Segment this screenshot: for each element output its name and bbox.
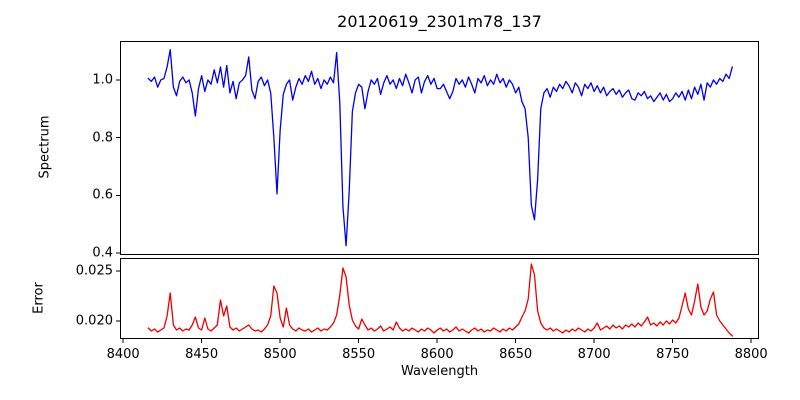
x-tick-label: 8650 — [499, 347, 533, 362]
spectrum-line — [147, 49, 733, 247]
x-tick-label: 8700 — [577, 347, 611, 362]
x-tick-label: 8750 — [656, 347, 690, 362]
x-tick-label: 8400 — [106, 347, 140, 362]
y-tick-label: 0.6 — [92, 187, 113, 203]
y-tick-label: 0.020 — [75, 313, 113, 329]
y-tick-label: 0.025 — [75, 263, 113, 279]
y-tick-label: 0.8 — [92, 130, 113, 146]
x-tick-label: 8800 — [734, 347, 768, 362]
x-tick-label: 8600 — [420, 347, 454, 362]
spectrum-y-axis-label: Spectrum — [37, 115, 53, 179]
bottom-panel-border — [120, 258, 759, 339]
plot-title: 20120619_2301m78_137 — [337, 12, 542, 31]
top-panel-border — [120, 41, 759, 255]
x-tick-label: 8500 — [263, 347, 297, 362]
error-y-axis-label: Error — [31, 282, 47, 314]
y-tick-label: 0.4 — [92, 245, 113, 261]
x-tick-label: 8450 — [185, 347, 219, 362]
x-axis-label: Wavelength — [400, 364, 479, 379]
x-tick-label: 8550 — [342, 347, 376, 362]
y-tick-label: 1.0 — [92, 72, 113, 88]
error-line — [147, 263, 733, 337]
